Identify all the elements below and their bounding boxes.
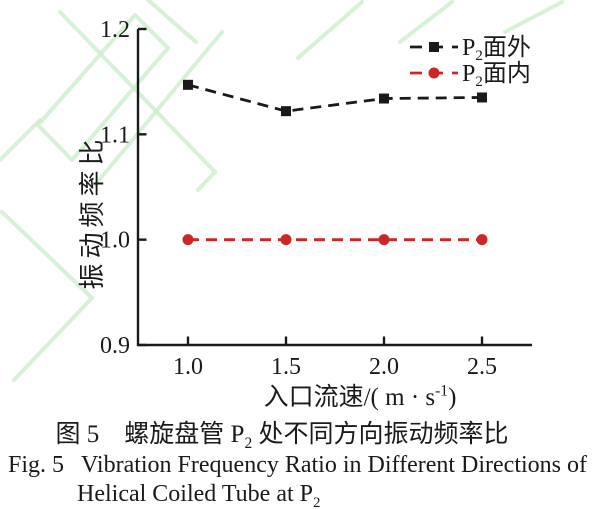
caption-english-line1: Fig. 5 Vibration Frequency Ratio in Diffe… — [8, 452, 587, 479]
y-axis-title: 振动频率比 — [78, 134, 107, 290]
legend-label-p2-out-of-plane: P2面外 — [462, 34, 531, 64]
marker-p2-in-plane — [476, 234, 488, 246]
x-tick-label: 1.5 — [271, 354, 301, 380]
x-axis-title: 入口流速/( m · s-1) — [263, 382, 457, 411]
series-line-p2-out-of-plane — [187, 83, 483, 113]
marker-p2-in-plane — [280, 234, 292, 246]
marker-p2-in-plane — [378, 234, 390, 246]
y-tick-label: 1.1 — [100, 122, 130, 148]
y-tick-label: 1.0 — [100, 228, 130, 254]
caption-english-text: Vibration Frequency Ratio in Different D… — [81, 452, 587, 478]
legend-marker-p2-out-of-plane — [429, 42, 439, 52]
marker-p2-out-of-plane — [379, 93, 390, 104]
y-tick-label: 0.9 — [100, 333, 130, 359]
marker-p2-in-plane — [182, 234, 194, 246]
caption-english-line2: Helical Coiled Tube at P2 — [77, 481, 321, 509]
marker-p2-out-of-plane — [477, 92, 488, 103]
x-tick-label: 2.0 — [369, 354, 399, 380]
figure-number: Fig. 5 — [8, 452, 65, 478]
x-tick-label: 2.5 — [467, 354, 497, 380]
y-tick-label: 1.2 — [100, 17, 130, 43]
marker-p2-out-of-plane — [280, 106, 291, 117]
marker-p2-out-of-plane — [182, 79, 193, 90]
legend-label-p2-in-plane: P2面内 — [462, 60, 531, 90]
x-tick-label: 1.0 — [173, 354, 203, 380]
caption-chinese: 图 5 螺旋盘管 P2 处不同方向振动频率比 — [55, 421, 509, 452]
legend-marker-p2-in-plane — [428, 67, 440, 79]
